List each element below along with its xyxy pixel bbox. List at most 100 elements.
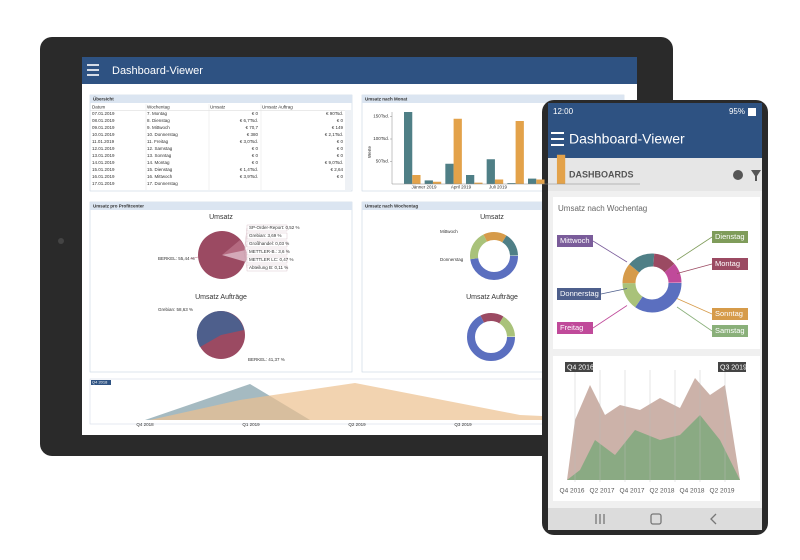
bar [404, 112, 413, 184]
cell: € 380 [247, 132, 259, 137]
slice-label: Grebian: 58,63 % [158, 307, 193, 312]
cell: € 149 [332, 125, 344, 130]
bar [556, 154, 566, 184]
x-tick-label: Q2 2018 [650, 488, 675, 495]
scrollbar [345, 110, 351, 190]
y-tick-label: 100Tsd. [373, 136, 389, 141]
cell: € 6,7Tsd. [240, 118, 258, 123]
label-box [557, 322, 593, 334]
cell: 9. Mittwoch [147, 125, 170, 130]
cell: € 3,0Tsd. [240, 139, 258, 144]
panel-header [362, 95, 624, 103]
column-header: Datum [92, 105, 106, 110]
cell: 17.01.2019 [92, 181, 115, 186]
panel-header [90, 202, 352, 210]
cell: 16.01.2019 [92, 174, 115, 179]
leader [676, 298, 713, 315]
y-tick-label: 50Tsd. [376, 159, 389, 164]
cell: € 70,7 [245, 125, 258, 130]
slice-label: Dienstag [715, 232, 745, 241]
cell: € 0 [337, 139, 344, 144]
panel-header [362, 202, 624, 210]
column-header: Umsatz Auftrag [262, 105, 293, 110]
cell: 10.01.2019 [92, 132, 115, 137]
system-buttons[interactable] [595, 513, 717, 525]
cell: 15. Dienstag [147, 167, 173, 172]
menu-icon[interactable] [87, 64, 99, 76]
x-tick-label: Q4 2016 [560, 488, 585, 495]
x-tick-label: Juli 2019 [489, 185, 508, 190]
x-tick-label: Q2 2019 [710, 488, 735, 495]
bar [412, 175, 421, 184]
cell: € 9,0Tsd. [325, 160, 343, 165]
slice-label: Donnerstag [440, 257, 464, 262]
bar [528, 178, 537, 184]
area [150, 383, 630, 420]
cell: 14.01.2019 [92, 160, 115, 165]
slice-label: Freitag [560, 323, 583, 332]
slice-label: Großhandel: 0,03 % [249, 241, 289, 246]
range-handle[interactable] [565, 362, 593, 372]
bar [474, 182, 483, 184]
cell: 12.01.2019 [92, 146, 115, 151]
panel-title: Übersicht [93, 96, 114, 102]
bar [536, 179, 545, 184]
range-handle[interactable] [718, 362, 746, 372]
bar [445, 163, 454, 184]
cell: 11. Freitag [147, 139, 169, 144]
donut [470, 232, 518, 280]
app-title: Dashboard-Viewer [569, 131, 685, 147]
label-box [712, 231, 748, 243]
slice-label: Mittwoch [440, 229, 458, 234]
x-tick-label: Q4 2017 [620, 488, 645, 495]
nav-title[interactable]: DASHBOARDS [569, 169, 634, 179]
leader [243, 227, 248, 254]
pie [198, 231, 247, 279]
label-box [557, 288, 601, 300]
cell: € 0 [337, 146, 344, 151]
x-tick-label: Q1 2019 [242, 422, 260, 427]
leader [676, 306, 713, 332]
leader [243, 252, 248, 261]
range-handle[interactable] [91, 380, 111, 385]
bar [486, 159, 495, 184]
range-label: Q4 2018 [92, 380, 108, 385]
cell: 08.01.2019 [92, 118, 115, 123]
filter-icon[interactable] [751, 170, 761, 181]
cell: 07.01.2019 [92, 111, 115, 116]
leader [243, 235, 248, 254]
cell: 7. Montag [147, 111, 168, 116]
chart-title: Umsatz Aufträge [195, 294, 247, 301]
leader [676, 236, 713, 261]
leader [243, 243, 248, 254]
pie [196, 310, 245, 359]
slice-label: Montag [715, 259, 740, 268]
cell: € 90Tsd. [326, 111, 343, 116]
label-box [557, 235, 593, 247]
tablet-header [82, 57, 637, 84]
axis-label: Werte [367, 146, 372, 158]
leader [189, 256, 199, 260]
battery-icon [748, 108, 756, 116]
cell: 16. Mittwoch [147, 174, 173, 179]
slice-label: SP-Order-Report: 0,52 % [249, 225, 300, 230]
menu-icon[interactable] [551, 132, 564, 146]
leader [676, 263, 713, 274]
bar [466, 175, 475, 184]
bar [507, 183, 516, 184]
leader [243, 252, 248, 269]
column-header: Wochentag [147, 105, 170, 110]
column-header: Umsatz [210, 105, 226, 110]
tablet-camera [58, 238, 64, 244]
cell: 09.01.2019 [92, 125, 115, 130]
slice-label: BERKEL: 55,44 % [158, 256, 195, 261]
palette-icon[interactable] [733, 170, 743, 180]
phone-header [548, 121, 762, 158]
x-tick-label: Q4 2018 [680, 488, 705, 495]
x-tick-label: Q2 2019 [348, 422, 366, 427]
cell: 12. Samstag [147, 146, 173, 151]
cell: € 0 [252, 111, 259, 116]
leader [592, 305, 628, 329]
chart-title: Umsatz [209, 214, 233, 221]
